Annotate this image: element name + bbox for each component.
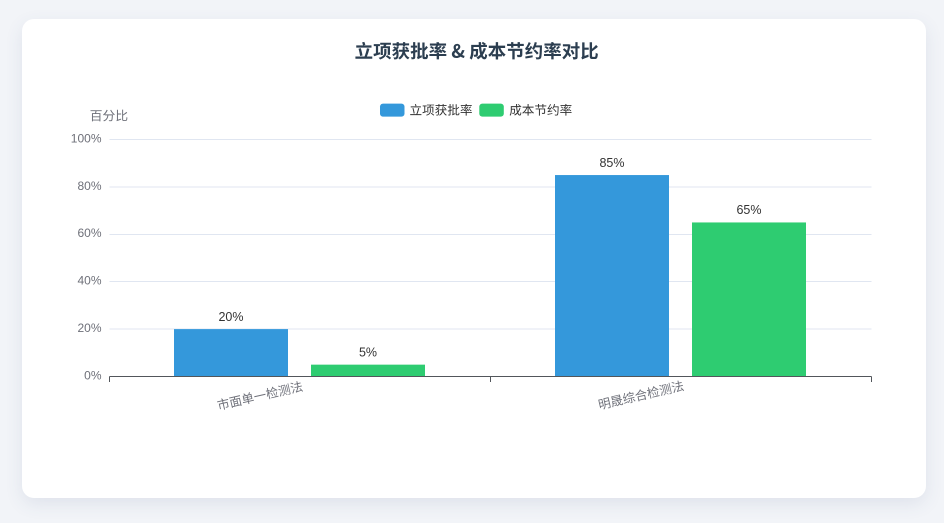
svg-text:80%: 80% (77, 179, 101, 193)
svg-text:65%: 65% (736, 203, 761, 217)
svg-text:100%: 100% (71, 131, 102, 145)
svg-text:85%: 85% (599, 156, 624, 170)
svg-text:0%: 0% (84, 368, 102, 382)
svg-text:20%: 20% (77, 321, 101, 335)
svg-text:40%: 40% (77, 274, 101, 288)
svg-text:20%: 20% (218, 310, 243, 324)
svg-text:60%: 60% (77, 226, 101, 240)
svg-text:5%: 5% (359, 345, 377, 359)
